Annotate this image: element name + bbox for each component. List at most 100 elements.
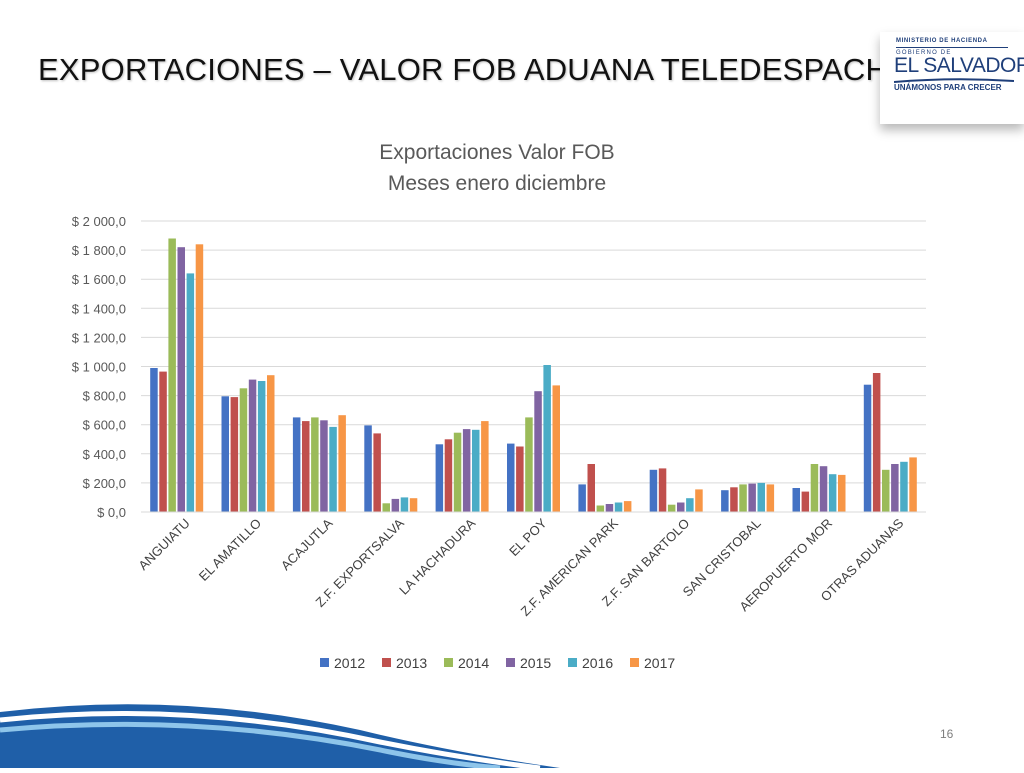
bar (863, 384, 872, 512)
y-tick-label: $ 200,0 (83, 476, 126, 491)
bar (872, 373, 881, 512)
bar (766, 484, 775, 512)
logo-ministry-text: MINISTERIO DE HACIENDA (896, 38, 988, 44)
bar (614, 502, 623, 512)
y-tick-label: $ 800,0 (83, 389, 126, 404)
bar (900, 461, 908, 512)
bar (195, 244, 204, 513)
bar (159, 371, 167, 512)
bar (267, 375, 275, 512)
page-number: 16 (940, 727, 954, 741)
bar (730, 487, 738, 512)
logo-gobierno-text: GOBIERNO DE (896, 50, 952, 56)
bar (810, 464, 819, 512)
bar (320, 420, 328, 512)
bar (792, 488, 800, 512)
bar (828, 474, 837, 512)
bar (177, 247, 185, 512)
logo-flag-swoosh (894, 78, 1014, 83)
bar (534, 391, 542, 512)
bar (757, 482, 765, 512)
legend-label: 2012 (334, 655, 365, 671)
legend-swatch (506, 658, 515, 667)
bar (543, 365, 551, 512)
y-tick-label: $ 600,0 (83, 418, 126, 433)
legend-swatch (320, 658, 329, 667)
bar (721, 490, 729, 512)
bar (578, 484, 586, 512)
bar (882, 469, 890, 512)
bar (472, 429, 480, 512)
legend-label: 2017 (644, 655, 675, 671)
bar (186, 273, 195, 512)
legend-swatch (630, 658, 639, 667)
y-tick-label: $ 1 000,0 (72, 360, 126, 375)
bar (507, 443, 515, 512)
bar (435, 444, 444, 512)
logo-country-text: EL SALVADOR (894, 54, 1024, 77)
bar (667, 504, 676, 512)
legend-label: 2013 (396, 655, 427, 671)
bar (481, 421, 489, 512)
bar (891, 464, 899, 512)
bar (221, 396, 229, 512)
bar (516, 446, 524, 512)
y-tick-label: $ 1 400,0 (72, 301, 126, 316)
bar (801, 491, 810, 512)
bar (596, 505, 605, 512)
x-category-label: LA HACHADURA (396, 515, 478, 597)
x-category-label: EL AMATILLO (196, 516, 264, 584)
bar (909, 457, 917, 512)
x-category-label: ANGUIATU (135, 516, 192, 573)
y-tick-label: $ 2 000,0 (72, 214, 126, 229)
bar (649, 469, 658, 512)
bar (462, 429, 471, 512)
bar (658, 468, 667, 512)
bar (686, 498, 694, 512)
bar (329, 426, 337, 512)
bar (453, 432, 462, 512)
bar (525, 417, 533, 512)
bar (382, 503, 390, 512)
legend-label: 2016 (582, 655, 613, 671)
bar (150, 368, 158, 512)
bar (409, 498, 418, 512)
y-tick-label: $ 1 200,0 (72, 330, 126, 345)
footer-swoosh-decoration (0, 704, 560, 768)
legend-label: 2014 (458, 655, 489, 671)
bar (748, 483, 756, 512)
bar (302, 421, 310, 512)
bar (695, 489, 703, 512)
bar (373, 433, 381, 512)
y-tick-label: $ 400,0 (83, 447, 126, 462)
bar (838, 474, 846, 512)
bar (230, 397, 239, 512)
bar (248, 379, 257, 512)
chart-title: Exportaciones Valor FOB (379, 141, 614, 164)
bar (168, 238, 176, 512)
ministry-logo: MINISTERIO DE HACIENDA GOBIERNO DE EL SA… (880, 32, 1024, 124)
bar (400, 497, 409, 512)
slide-title: EXPORTACIONES – VALOR FOB ADUANA TELEDES… (38, 52, 913, 87)
bar (819, 466, 828, 512)
bar (587, 464, 595, 512)
legend-label: 2015 (520, 655, 551, 671)
bar (623, 501, 632, 512)
bar (391, 498, 400, 512)
y-tick-label: $ 0,0 (97, 505, 126, 520)
bar (338, 415, 346, 512)
bar (444, 439, 453, 513)
bar (364, 425, 372, 512)
logo-slogan-text: UNÁMONOS PARA CRECER (894, 83, 1002, 92)
legend-swatch (382, 658, 391, 667)
x-category-label: SAN CRISTOBAL (680, 516, 764, 600)
y-tick-label: $ 1 800,0 (72, 243, 126, 258)
x-category-label: EL POY (506, 515, 550, 559)
bar (552, 385, 560, 512)
legend-swatch (444, 658, 453, 667)
bar (239, 388, 248, 512)
bar (292, 417, 301, 512)
logo-divider (896, 47, 1008, 48)
